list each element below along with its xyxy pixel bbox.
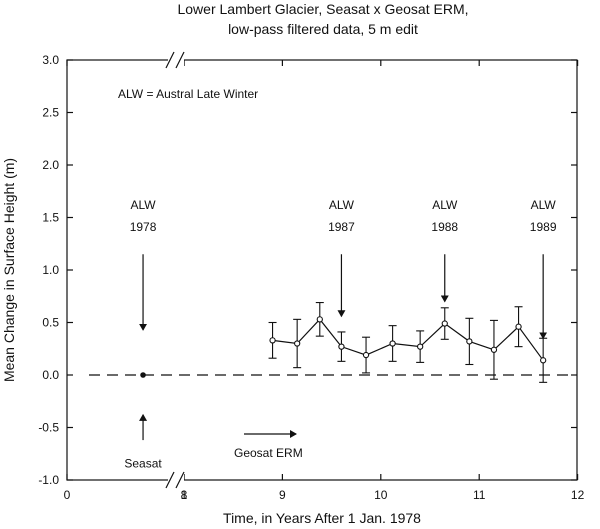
seasat-point — [140, 372, 146, 378]
alw-annotation: ALW 1989 — [530, 198, 557, 340]
geosat-point — [316, 316, 323, 323]
x-tick-label: 10 — [374, 488, 388, 502]
geosat-point — [515, 323, 522, 330]
y-tick-label: 1.0 — [42, 263, 59, 277]
y-tick-label: -1.0 — [38, 473, 59, 487]
geosat-point — [417, 343, 424, 350]
y-tick-label: 1.5 — [42, 211, 59, 225]
seasat-label: Seasat — [124, 456, 162, 470]
geosat-point — [441, 320, 448, 327]
y-tick-label: 2.0 — [42, 158, 59, 172]
axis-break-bottom — [165, 471, 185, 489]
y-axis-label: Mean Change in Surface Height (m) — [1, 158, 17, 382]
y-tick-label: 2.5 — [42, 106, 59, 120]
y-tick-label: -0.5 — [38, 421, 59, 435]
alw-annotation: ALW 1978 — [130, 198, 157, 331]
alw-year: 1989 — [530, 220, 557, 234]
geosat-point — [338, 343, 345, 350]
geosat-point — [466, 338, 473, 345]
x-ticks: 0 18 9 10 11 12 — [64, 60, 585, 502]
geosat-label: Geosat ERM — [234, 446, 303, 460]
alw-year: 1988 — [431, 220, 458, 234]
alw-label: ALW — [531, 198, 557, 212]
alw-label: ALW — [329, 198, 355, 212]
x-tick-label: 1 — [181, 488, 188, 502]
y-tick-label: 3.0 — [42, 53, 59, 67]
alw-label: ALW — [130, 198, 156, 212]
legend-note: ALW = Austral Late Winter — [118, 87, 258, 101]
chart-subtitle: low-pass filtered data, 5 m edit — [228, 21, 418, 37]
geosat-error-bars — [268, 301, 548, 383]
geosat-point — [490, 346, 498, 353]
alw-label: ALW — [432, 198, 458, 212]
alw-year: 1987 — [328, 220, 355, 234]
x-tick-label: 12 — [571, 488, 585, 502]
x-tick-label: 0 — [64, 488, 71, 502]
geosat-point — [389, 340, 396, 347]
geosat-points — [269, 316, 547, 364]
geosat-point — [362, 351, 370, 359]
alw-annotation: ALW 1987 — [328, 198, 355, 318]
x-tick-label: 11 — [473, 488, 486, 502]
alw-year: 1978 — [130, 220, 157, 234]
alw-annotations: ALW 1978 ALW 1987 ALW 1988 ALW 1989 — [130, 198, 557, 340]
axis-break-top — [165, 51, 185, 69]
geosat-point — [269, 337, 276, 344]
y-ticks: 3.0 2.5 2.0 1.5 1.0 0.5 0.0 -0.5 -1.0 — [38, 53, 577, 487]
chart-title: Lower Lambert Glacier, Seasat x Geosat E… — [177, 1, 468, 17]
x-tick-label: 8 — [181, 488, 188, 502]
geosat-series-line — [272, 318, 544, 361]
y-tick-label: 0.0 — [42, 368, 59, 382]
x-tick-label: 9 — [279, 488, 286, 502]
geosat-point — [294, 340, 301, 347]
alw-annotation: ALW 1988 — [431, 198, 458, 303]
x-axis-label: Time, in Years After 1 Jan. 1978 — [223, 510, 421, 526]
y-tick-label: 0.5 — [42, 316, 59, 330]
geosat-point — [540, 357, 547, 364]
